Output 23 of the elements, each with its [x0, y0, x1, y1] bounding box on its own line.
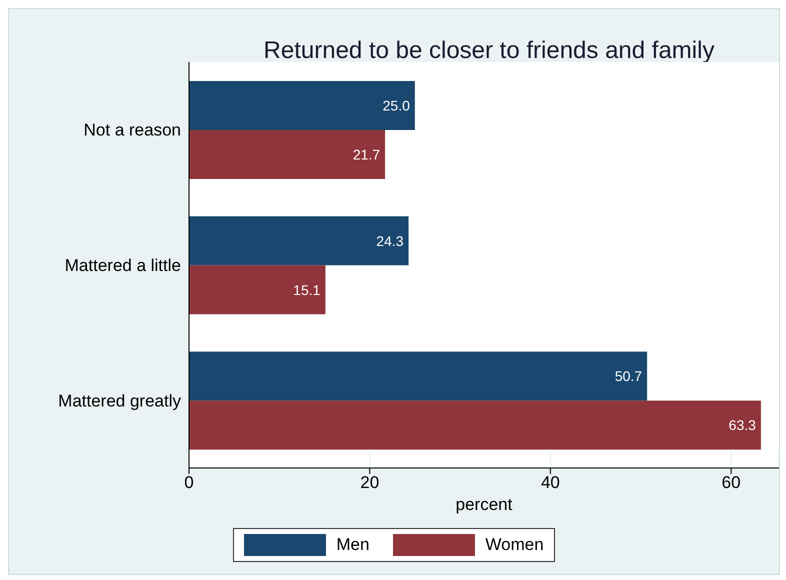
data-label: 21.7	[352, 146, 380, 162]
bar	[189, 130, 386, 179]
y-tick-label: Not a reason	[84, 120, 181, 140]
legend-label: Women	[485, 535, 544, 555]
y-tick-label: Mattered a little	[64, 256, 181, 276]
bar	[189, 265, 326, 314]
data-label: 50.7	[614, 368, 642, 384]
bar	[189, 400, 761, 450]
bar	[189, 80, 415, 130]
chart-title: Returned to be closer to friends and family	[262, 37, 716, 65]
data-label: 24.3	[376, 232, 404, 249]
data-label: 63.3	[728, 417, 756, 434]
data-label: 25.0	[382, 97, 410, 114]
legend-label: Men	[336, 535, 370, 555]
x-tick-label: 0	[184, 473, 194, 492]
bar	[189, 216, 409, 266]
x-axis-title: percent	[456, 495, 513, 514]
bar	[189, 352, 648, 401]
x-tick-label: 40	[540, 473, 560, 492]
data-label: 15.1	[293, 282, 321, 298]
y-tick-label: Mattered greatly	[58, 391, 182, 410]
x-tick-label: 20	[360, 473, 380, 492]
x-tick-label: 60	[722, 473, 741, 492]
